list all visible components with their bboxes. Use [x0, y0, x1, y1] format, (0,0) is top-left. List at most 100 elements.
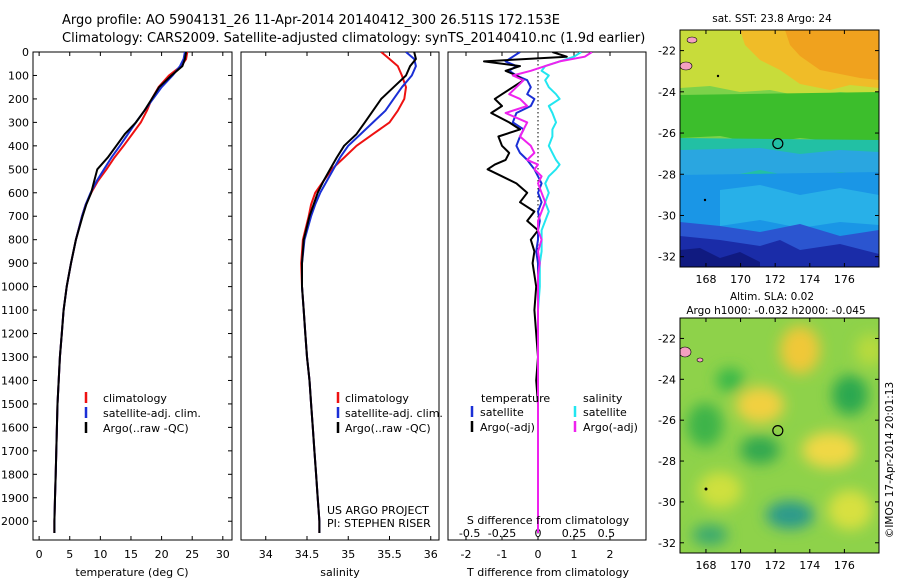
legend-label-sal-argo: Argo(-adj): [583, 421, 638, 434]
header-line-1: Argo profile: AO 5904131_26 11-Apr-2014 …: [62, 13, 560, 28]
depth-tick-label: 200: [8, 93, 29, 106]
map-x-tick-label: 174: [799, 273, 820, 286]
depth-tick-label: 1600: [1, 421, 29, 434]
sst-map-axes: 168 170 172 174 176 -22 -24 -26 -28 -30 -32: [658, 30, 879, 286]
top-x-tick-label: -0.25: [488, 527, 516, 540]
map-x-tick-label: 176: [834, 559, 855, 572]
map-y-tick-label: -32: [658, 537, 676, 550]
map-x-tick-label: 172: [765, 273, 786, 286]
depth-tick-label: 400: [8, 140, 29, 153]
x-tick-label: 1: [571, 548, 578, 561]
series-line-salinity-argo-adj-: [504, 52, 593, 533]
x-tick-label: 34: [259, 548, 273, 561]
top-x-tick-label: 0.5: [598, 527, 616, 540]
depth-tick-label: 1200: [1, 328, 29, 341]
difference-panel: -2 -1 0 1 2 -0.5 -0.25 0 0.25 0.5 S difference fr…: [447, 51, 647, 579]
salinity-plot-lines: [300, 52, 417, 533]
depth-tick-label: 700: [8, 210, 29, 223]
sst-map-frame: [679, 29, 880, 268]
series-line-argo-raw-qc-: [301, 52, 417, 533]
temperature-xlabel: temperature (deg C): [75, 566, 188, 579]
x-tick-label: 34.5: [295, 548, 320, 561]
salinity-xlabel: salinity: [320, 566, 360, 579]
legend-label-satellite: satellite-adj. clim.: [345, 407, 443, 420]
x-tick-label: 10: [93, 548, 107, 561]
series-line-argo-raw-qc-: [53, 52, 188, 533]
x-tick-label: -2: [461, 548, 472, 561]
legend-label-climatology: climatology: [345, 392, 409, 405]
depth-tick-label: 600: [8, 187, 29, 200]
legend-label-argo: Argo(..raw -QC): [345, 422, 431, 435]
difference-plot-lines: [483, 52, 593, 533]
legend-heading-temperature: temperature: [481, 392, 550, 405]
salinity-panel: 34 34.5 35 35.5 36 salinity climatology sate…: [240, 51, 443, 579]
salinity-x-axis: 34 34.5 35 35.5 36: [259, 52, 438, 561]
depth-tick-label: 2000: [1, 515, 29, 528]
sla-map-frame: [679, 317, 880, 554]
difference-top-xlabel: S difference from climatology: [467, 514, 630, 527]
map-y-tick-label: -22: [658, 332, 676, 345]
depth-tick-label: 0: [22, 46, 29, 59]
sla-argo-location-marker: [772, 425, 784, 437]
salinity-legend: climatology satellite-adj. clim. Argo(..…: [336, 392, 443, 435]
map-y-tick-label: -24: [658, 373, 676, 386]
depth-tick-label: 1700: [1, 445, 29, 458]
sst-map-panel: sat. SST: 23.8 Argo: 24 168 170 172 174: [658, 13, 880, 286]
depth-tick-label: 800: [8, 234, 29, 247]
map-y-tick-label: -28: [658, 455, 676, 468]
x-tick-label: -1: [497, 548, 508, 561]
top-x-tick-label: 0.25: [562, 527, 587, 540]
salinity-axes-frame: [240, 51, 440, 541]
depth-tick-label: 1000: [1, 281, 29, 294]
map-y-tick-label: -30: [658, 209, 676, 222]
x-tick-label: 15: [124, 548, 138, 561]
temperature-panel: 0100200300400500600700800900100011001200…: [1, 46, 646, 579]
map-y-tick-label: -28: [658, 168, 676, 181]
map-y-tick-label: -22: [658, 45, 676, 58]
map-x-tick-label: 168: [695, 273, 716, 286]
depth-tick-label: 1800: [1, 468, 29, 481]
depth-tick-label: 1300: [1, 351, 29, 364]
top-x-tick-label: 0: [535, 527, 542, 540]
map-x-tick-label: 174: [799, 559, 820, 572]
depth-tick-label: 100: [8, 69, 29, 82]
map-x-tick-label: 176: [834, 273, 855, 286]
sla-heatmap: [680, 318, 879, 553]
depth-tick-label: 1900: [1, 492, 29, 505]
x-tick-label: 0: [535, 548, 542, 561]
x-tick-label: 25: [185, 548, 199, 561]
x-tick-label: 35.5: [377, 548, 402, 561]
map-y-tick-label: -30: [658, 496, 676, 509]
sla-map-subtitle: Argo h1000: -0.032 h2000: -0.045: [686, 305, 865, 317]
depth-tick-label: 1400: [1, 374, 29, 387]
difference-legend: temperature salinity satellite Argo(-adj…: [470, 392, 638, 434]
map-y-tick-label: -32: [658, 251, 676, 264]
x-tick-label: 2: [607, 548, 614, 561]
legend-label-temp-satellite: satellite: [480, 406, 524, 419]
sst-heatmap: [680, 30, 879, 267]
legend-label-temp-argo: Argo(-adj): [480, 421, 535, 434]
x-tick-label: 20: [155, 548, 169, 561]
legend-label-sal-satellite: satellite: [583, 406, 627, 419]
x-tick-label: 36: [424, 548, 438, 561]
difference-axes-frame: [447, 51, 647, 541]
depth-tick-label: 1100: [1, 304, 29, 317]
map-x-tick-label: 172: [765, 559, 786, 572]
depth-tick-label: 900: [8, 257, 29, 270]
legend-label-argo: Argo(..raw -QC): [103, 422, 189, 435]
x-tick-label: 5: [66, 548, 73, 561]
map-x-tick-label: 168: [695, 559, 716, 572]
sst-argo-location-marker: [772, 137, 784, 150]
difference-x-axis: -2 -1 0 1 2 -0.5 -0.25 0 0.25 0.5: [459, 52, 615, 561]
map-y-tick-label: -26: [658, 414, 676, 427]
sst-map-title: sat. SST: 23.8 Argo: 24: [712, 13, 832, 25]
series-line-temperature-argo-adj-: [483, 52, 568, 533]
top-x-tick-label: -0.5: [459, 527, 480, 540]
difference-xlabel: T difference from climatology: [466, 566, 629, 579]
legend-label-climatology: climatology: [103, 392, 167, 405]
sla-map-axes: 168 170 172 174 176 -22 -24 -26 -28 -30 -32: [658, 318, 879, 572]
map-x-tick-label: 170: [730, 559, 751, 572]
map-y-tick-label: -26: [658, 127, 676, 140]
legend-label-satellite: satellite-adj. clim.: [103, 407, 201, 420]
